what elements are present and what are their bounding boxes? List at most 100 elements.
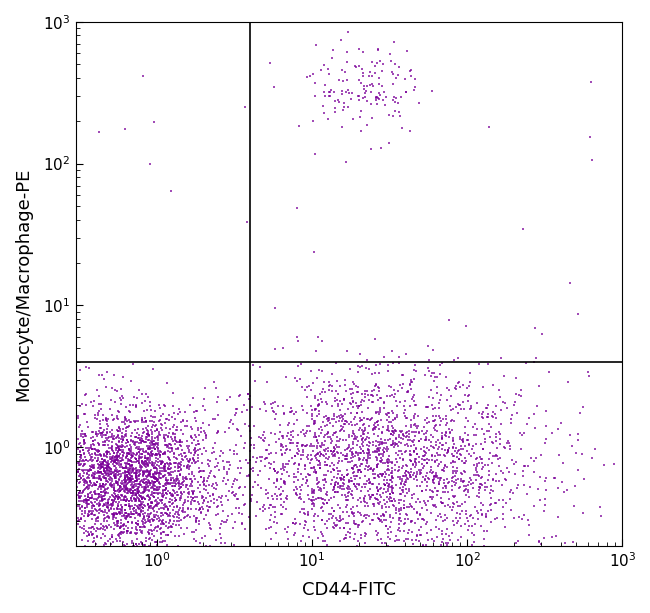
Point [258,430,268,440]
Point [122,471,133,481]
Point [391,435,401,444]
Point [126,448,136,458]
Point [326,438,336,448]
Point [150,525,160,535]
Point [170,520,181,530]
Point [312,449,322,459]
Point [484,470,494,480]
Point [377,66,387,76]
Point [412,565,423,574]
Point [148,469,159,479]
Point [84,466,94,476]
Point [77,457,87,466]
Point [387,488,398,498]
Point [270,502,281,512]
Point [333,487,343,497]
Point [373,471,384,481]
Point [332,395,343,405]
Point [145,451,155,460]
Point [155,449,166,459]
Point [426,492,436,502]
Point [105,480,115,490]
Point [436,416,447,426]
Point [411,471,421,481]
Point [153,470,164,480]
Point [329,506,339,516]
Point [96,423,107,433]
Point [86,481,97,491]
Point [380,562,391,572]
Point [161,489,172,498]
Point [96,399,107,409]
Point [108,497,118,506]
Point [370,447,380,457]
Point [113,459,124,468]
Point [169,516,179,526]
Point [162,378,173,388]
Point [109,414,119,424]
Point [281,494,292,504]
Point [79,495,90,504]
Point [356,78,367,88]
Point [281,444,292,454]
Point [481,482,491,492]
Point [228,479,239,489]
Point [111,477,121,487]
Point [184,446,194,455]
Point [461,321,471,331]
Point [90,479,100,489]
Point [373,409,384,419]
Point [135,490,145,500]
Point [140,515,150,525]
Point [291,482,302,492]
Point [230,474,240,484]
Point [174,483,185,493]
Point [43,489,53,498]
Point [330,487,340,497]
Point [116,500,126,509]
Point [411,454,422,464]
Point [418,540,428,550]
Point [383,486,393,496]
Point [130,417,140,427]
Point [158,536,168,546]
Point [167,434,177,444]
Point [394,523,404,533]
Point [459,476,469,486]
Point [172,508,183,517]
Point [399,503,410,512]
Point [477,510,488,520]
Point [125,476,135,485]
Point [443,316,454,326]
Point [387,425,398,435]
Point [231,408,241,418]
Point [382,366,393,376]
Point [73,413,83,423]
Point [363,422,374,432]
Point [348,534,359,544]
Point [490,402,501,411]
Point [109,484,119,493]
Point [153,433,164,443]
Point [356,448,366,458]
Point [143,430,153,440]
Point [84,470,94,480]
Point [112,490,123,500]
Point [259,500,270,509]
Point [474,482,484,492]
Point [141,483,151,493]
Point [122,492,132,502]
Point [381,91,391,101]
Point [144,503,154,512]
Point [84,445,94,455]
Point [358,433,368,443]
Point [341,454,352,463]
Point [136,465,146,474]
Point [99,451,110,461]
Point [381,521,391,531]
Point [134,471,144,481]
Point [66,478,77,488]
Point [72,547,83,557]
Point [120,485,131,495]
Point [147,459,157,468]
